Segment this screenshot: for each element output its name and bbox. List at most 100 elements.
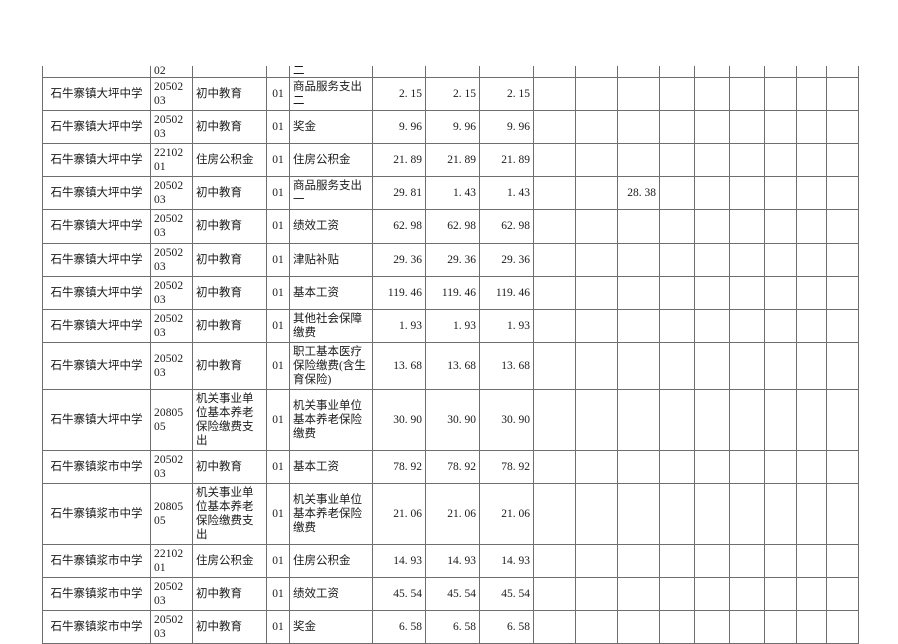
cell-amount-col4 (533, 275, 576, 310)
cell-amount-col2: 119. 46 (425, 275, 480, 310)
cell-amount-col6 (617, 449, 660, 484)
cell-amount-col8 (694, 341, 730, 390)
cell-category-name: 初中教育 (192, 242, 267, 277)
cell-amount-col7 (659, 543, 695, 578)
cell-category-name: 初中教育 (192, 308, 267, 343)
cell-budget-code: 2050203 (150, 609, 193, 644)
table-row: 石牛寨镇浆市中学 2050203 初中教育 01 绩效工资 45. 54 45. 54 45.… (42, 576, 859, 611)
table-row: 石牛寨镇浆市中学 2080505 机关事业单位基本养老保险缴费支出 01 机关事业单位基… (42, 482, 859, 545)
cell-unit-name: 石牛寨镇浆市中学 (42, 543, 151, 578)
cell-category-name: 初中教育 (192, 341, 267, 390)
cell-amount-col11 (796, 242, 827, 277)
cell-budget-code: 2050203 (150, 77, 193, 112)
cell-unit-name: 石牛寨镇大坪中学 (42, 388, 151, 451)
table-row: 石牛寨镇大坪中学 2050203 初中教育 01 绩效工资 62. 98 62. 98 62.… (42, 209, 859, 244)
cell-amount-col2: 13. 68 (425, 341, 480, 390)
cell-amount-col8 (694, 143, 730, 178)
cell-amount-col3: 62. 98 (479, 209, 534, 244)
cell-amount-col5 (575, 242, 618, 277)
cell-amount-col7 (659, 449, 695, 484)
cell-amount-col5 (575, 308, 618, 343)
cell-amount-total: 29. 81 (372, 176, 426, 211)
cell-amount-col12 (826, 482, 859, 545)
cell-amount-col12 (826, 449, 859, 484)
cell-amount-col2: 9. 96 (425, 110, 480, 145)
cell-amount-col5 (575, 609, 618, 644)
cell-category-name: 住房公积金 (192, 143, 267, 178)
cell-amount-col3: 21. 06 (479, 482, 534, 545)
cell-amount-col10 (764, 77, 797, 112)
cell-amount-col8 (694, 209, 730, 244)
cell-amount-col9 (729, 209, 765, 244)
cell-amount-col5 (575, 449, 618, 484)
cell-amount-col8 (694, 482, 730, 545)
cell-amount-col2: 21. 06 (425, 482, 480, 545)
cell-amount-col12 (826, 66, 859, 79)
cell-amount-col6 (617, 543, 660, 578)
cell-amount-col12 (826, 143, 859, 178)
cell-amount-col10 (764, 482, 797, 545)
cell-sub-code: 01 (266, 176, 290, 211)
cell-budget-code: 2050203 (150, 242, 193, 277)
cell-category-name: 住房公积金 (192, 543, 267, 578)
cell-budget-code: 2050203 (150, 110, 193, 145)
cell-sub-code: 01 (266, 143, 290, 178)
cell-amount-col10 (764, 609, 797, 644)
cell-amount-col11 (796, 482, 827, 545)
table-row: 石牛寨镇大坪中学 2080505 机关事业单位基本养老保险缴费支出 01 机关事业单位基… (42, 388, 859, 451)
cell-amount-col12 (826, 275, 859, 310)
cell-sub-code: 01 (266, 77, 290, 112)
cell-budget-code: 2080505 (150, 482, 193, 545)
cell-amount-col10 (764, 388, 797, 451)
cell-amount-col10 (764, 275, 797, 310)
cell-unit-name: 石牛寨镇浆市中学 (42, 609, 151, 644)
cell-category-name: 机关事业单位基本养老保险缴费支出 (192, 388, 267, 451)
cell-amount-col5 (575, 275, 618, 310)
cell-amount-col4 (533, 143, 576, 178)
cell-amount-col3: 1. 43 (479, 176, 534, 211)
cell-unit-name: 石牛寨镇大坪中学 (42, 176, 151, 211)
cell-sub-code: 01 (266, 482, 290, 545)
cell-amount-col8 (694, 576, 730, 611)
cell-expenditure-item: 绩效工资 (289, 209, 373, 244)
cell-amount-col7 (659, 609, 695, 644)
cell-amount-col11 (796, 543, 827, 578)
cell-amount-col11 (796, 77, 827, 112)
cell-amount-total: 29. 36 (372, 242, 426, 277)
cell-amount-col5 (575, 543, 618, 578)
cell-amount-col2: 30. 90 (425, 388, 480, 451)
cell-amount-col10 (764, 209, 797, 244)
cell-amount-col3: 29. 36 (479, 242, 534, 277)
cell-amount-col6 (617, 110, 660, 145)
table-row: 石牛寨镇大坪中学 2050203 初中教育 01 津贴补贴 29. 36 29. 36 29.… (42, 242, 859, 277)
cell-sub-code: 01 (266, 110, 290, 145)
cell-amount-col7 (659, 388, 695, 451)
cell-amount-total (372, 66, 426, 79)
cell-amount-col5 (575, 66, 618, 79)
cell-category-name: 初中教育 (192, 609, 267, 644)
cell-category-name: 初中教育 (192, 77, 267, 112)
cell-amount-total: 21. 06 (372, 482, 426, 545)
cell-amount-col7 (659, 242, 695, 277)
cell-expenditure-item: 机关事业单位基本养老保险缴费 (289, 388, 373, 451)
cell-amount-col9 (729, 482, 765, 545)
table-row: 石牛寨镇大坪中学 2210201 住房公积金 01 住房公积金 21. 89 21. 89 2… (42, 143, 859, 178)
cell-amount-col12 (826, 609, 859, 644)
cell-amount-col8 (694, 176, 730, 211)
cell-amount-col8 (694, 388, 730, 451)
cell-amount-col6 (617, 576, 660, 611)
cell-amount-col2: 14. 93 (425, 543, 480, 578)
cell-expenditure-item: 其他社会保障缴费 (289, 308, 373, 343)
cell-amount-col6 (617, 275, 660, 310)
cell-amount-col12 (826, 110, 859, 145)
cell-amount-col10 (764, 449, 797, 484)
cell-amount-col12 (826, 209, 859, 244)
cell-amount-col11 (796, 176, 827, 211)
cell-budget-code: 2210201 (150, 143, 193, 178)
cell-category-name: 初中教育 (192, 449, 267, 484)
cell-amount-col3: 119. 46 (479, 275, 534, 310)
cell-unit-name: 石牛寨镇浆市中学 (42, 576, 151, 611)
cell-amount-col5 (575, 482, 618, 545)
cell-amount-col11 (796, 209, 827, 244)
